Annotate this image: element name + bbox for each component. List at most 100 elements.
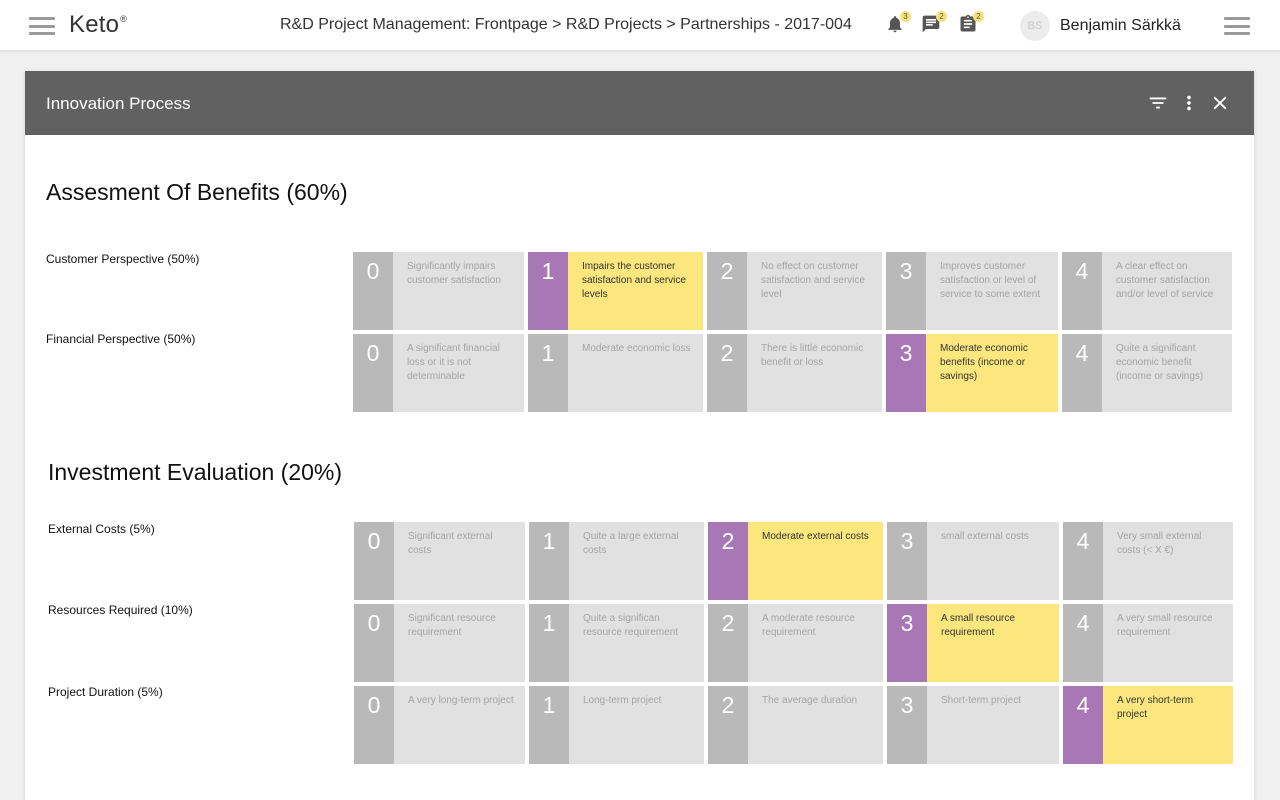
messages-button[interactable]: 2 [921, 11, 947, 36]
score-option-cell[interactable]: 2 No effect on customer satisfaction and … [707, 252, 882, 330]
score-number: 2 [707, 252, 747, 330]
score-option-cell[interactable]: 2 The average duration [708, 686, 883, 764]
row-label: Financial Perspective (50%) [46, 332, 196, 346]
score-option-cell[interactable]: 0 A very long-term project [354, 686, 525, 764]
score-option-cell[interactable]: 4 Very small external costs (< X €) [1063, 522, 1233, 600]
score-description: Long-term project [583, 695, 662, 706]
score-option-cell[interactable]: 1 Long-term project [529, 686, 704, 764]
score-number: 1 [529, 522, 569, 600]
score-description: small external costs [941, 531, 1029, 542]
notifications-button[interactable]: 3 [885, 11, 911, 36]
score-option-cell[interactable]: 3 A small resource requirement [887, 604, 1059, 682]
score-number: 2 [708, 686, 748, 764]
section-title-benefits: Assesment Of Benefits (60%) [46, 179, 348, 205]
score-description: Quite a significan resource requirement [583, 613, 679, 638]
score-description: A clear effect on customer satisfaction … [1116, 261, 1214, 300]
card-header: Innovation Process [25, 71, 1254, 135]
clipboard-icon [960, 14, 976, 32]
score-number: 1 [528, 334, 568, 412]
breadcrumb[interactable]: R&D Project Management: Frontpage > R&D … [280, 16, 852, 33]
avatar[interactable]: BS [1020, 11, 1050, 41]
score-number: 4 [1062, 334, 1102, 412]
score-option-cell[interactable]: 4 A very small resource requirement [1063, 604, 1233, 682]
score-number: 2 [708, 604, 748, 682]
score-option-cell[interactable]: 1 Impairs the customer satisfaction and s… [528, 252, 703, 330]
notification-count-badge: 3 [900, 11, 911, 22]
score-option-cell[interactable]: 0 A significant financial loss or it is n… [353, 334, 524, 412]
score-description: Quite a significant economic benefit (in… [1116, 343, 1204, 382]
score-option-cell[interactable]: 3 small external costs [887, 522, 1059, 600]
score-number: 2 [708, 522, 748, 600]
close-icon[interactable] [1209, 92, 1231, 114]
score-description: Improves customer satisfaction or level … [940, 261, 1041, 300]
score-number: 0 [354, 522, 394, 600]
score-description: Significantly impairs customer satisfact… [407, 261, 501, 286]
score-number: 2 [707, 334, 747, 412]
logo-text: Keto [69, 11, 120, 38]
score-number: 0 [353, 334, 393, 412]
app-logo[interactable]: Keto® [69, 11, 127, 39]
score-option-cell[interactable]: 4 A very short-term project [1063, 686, 1233, 764]
score-option-cell[interactable]: 2 There is little economic benefit or los… [707, 334, 882, 412]
score-option-cell[interactable]: 1 Moderate economic loss [528, 334, 703, 412]
score-description: A significant financial loss or it is no… [407, 343, 500, 382]
score-description: A small resource requirement [941, 613, 1015, 638]
score-number: 0 [353, 252, 393, 330]
score-description: Moderate economic loss [582, 343, 691, 354]
chat-icon [922, 15, 940, 33]
user-name[interactable]: Benjamin Särkkä [1060, 17, 1181, 34]
innovation-process-card: Innovation Process Assesment Of Benefits… [25, 71, 1254, 800]
tasks-button[interactable]: 2 [958, 11, 984, 36]
row-label: Resources Required (10%) [48, 603, 193, 617]
score-number: 1 [528, 252, 568, 330]
messages-count-badge: 2 [936, 11, 947, 22]
score-number: 0 [354, 604, 394, 682]
row-label: Customer Perspective (50%) [46, 252, 200, 266]
score-description: There is little economic benefit or loss [761, 343, 864, 368]
score-option-cell[interactable]: 3 Moderate economic benefits (income or s… [886, 334, 1058, 412]
score-option-cell[interactable]: 4 A clear effect on customer satisfaction… [1062, 252, 1232, 330]
score-description: Significant resource requirement [408, 613, 496, 638]
score-description: A very short-term project [1117, 695, 1194, 720]
score-description: A moderate resource requirement [762, 613, 855, 638]
filter-icon[interactable] [1147, 92, 1169, 114]
card-title: Innovation Process [46, 94, 191, 113]
score-description: Significant external costs [408, 531, 493, 556]
score-description: The average duration [762, 695, 858, 706]
score-number: 4 [1063, 604, 1103, 682]
score-option-cell[interactable]: 0 Significant external costs [354, 522, 525, 600]
score-option-cell[interactable]: 3 Improves customer satisfaction or level… [886, 252, 1058, 330]
score-option-cell[interactable]: 2 A moderate resource requirement [708, 604, 883, 682]
score-number: 3 [887, 604, 927, 682]
score-option-cell[interactable]: 3 Short-term project [887, 686, 1059, 764]
bell-icon [888, 16, 902, 33]
score-option-cell[interactable]: 0 Significantly impairs customer satisfac… [353, 252, 524, 330]
score-description: Quite a large external costs [583, 531, 679, 556]
score-option-cell[interactable]: 0 Significant resource requirement [354, 604, 525, 682]
score-number: 3 [887, 522, 927, 600]
score-description: Very small external costs (< X €) [1117, 531, 1202, 556]
score-description: Moderate external costs [762, 531, 869, 542]
score-option-cell[interactable]: 1 Quite a significan resource requirement [529, 604, 704, 682]
side-menu-icon[interactable] [1224, 17, 1250, 35]
score-option-cell[interactable]: 4 Quite a significant economic benefit (i… [1062, 334, 1232, 412]
score-option-cell[interactable]: 1 Quite a large external costs [529, 522, 704, 600]
section-title-investment: Investment Evaluation (20%) [48, 459, 343, 485]
score-description: Impairs the customer satisfaction and se… [582, 261, 686, 300]
score-number: 1 [529, 686, 569, 764]
tasks-count-badge: 2 [973, 11, 984, 22]
logo-mark: ® [120, 14, 128, 24]
score-description: A very small resource requirement [1117, 613, 1213, 638]
main-menu-icon[interactable] [29, 17, 55, 35]
score-description: A very long-term project [408, 695, 514, 706]
score-number: 4 [1063, 686, 1103, 764]
row-label: External Costs (5%) [48, 522, 155, 536]
score-number: 4 [1063, 522, 1103, 600]
more-options-icon[interactable] [1178, 92, 1200, 114]
score-number: 3 [887, 686, 927, 764]
score-number: 4 [1062, 252, 1102, 330]
score-number: 3 [886, 334, 926, 412]
score-option-cell[interactable]: 2 Moderate external costs [708, 522, 883, 600]
score-number: 3 [886, 252, 926, 330]
score-number: 0 [354, 686, 394, 764]
